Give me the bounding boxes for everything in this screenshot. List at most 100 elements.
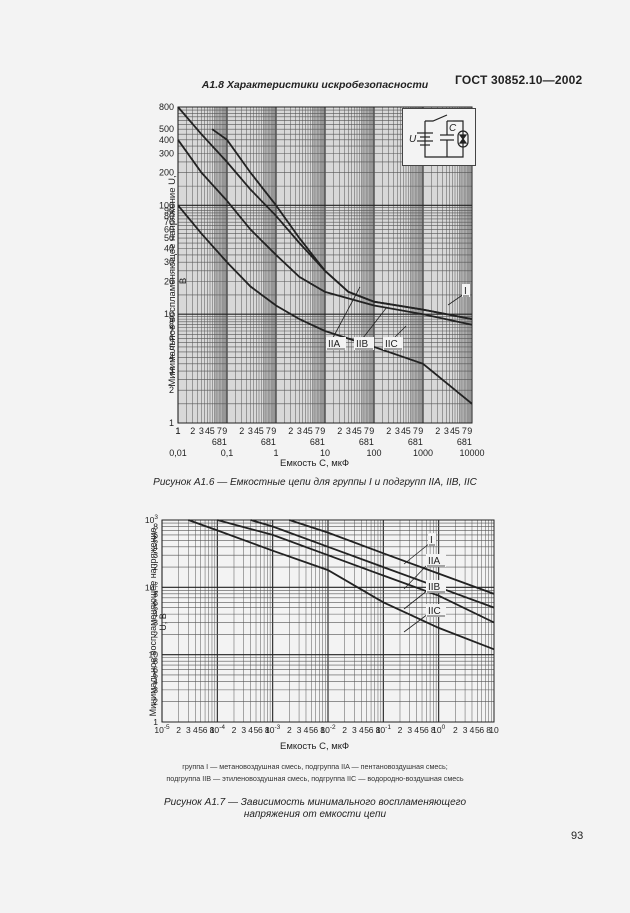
svg-text:5: 5 (309, 725, 314, 735)
svg-text:30: 30 (164, 257, 174, 267)
svg-text:2: 2 (190, 426, 195, 436)
svg-text:6: 6 (153, 530, 158, 540)
svg-text:7: 7 (364, 426, 369, 436)
svg-text:6: 6 (369, 725, 374, 735)
svg-text:9: 9 (320, 426, 325, 436)
svg-text:2: 2 (386, 426, 391, 436)
svg-text:80: 80 (164, 211, 174, 221)
svg-text:5: 5 (475, 725, 480, 735)
svg-text:5: 5 (198, 725, 203, 735)
curve-I (289, 519, 495, 595)
circuit-diagram-icon: U C (409, 114, 469, 158)
svg-text:7: 7 (462, 426, 467, 436)
svg-text:10: 10 (164, 309, 174, 319)
svg-text:3: 3 (407, 725, 412, 735)
svg-text:7: 7 (217, 426, 222, 436)
svg-text:2: 2 (176, 725, 181, 735)
svg-text:8: 8 (169, 320, 174, 330)
svg-text:8: 8 (486, 725, 491, 735)
svg-text:9: 9 (467, 426, 472, 436)
standard-number: ГОСТ 30852.10—2002 (455, 73, 583, 87)
svg-text:3: 3 (153, 550, 158, 560)
svg-text:5: 5 (259, 426, 264, 436)
svg-text:I: I (464, 286, 467, 297)
svg-text:5: 5 (364, 725, 369, 735)
svg-text:10-3: 10-3 (265, 724, 281, 735)
svg-text:IIB: IIB (356, 339, 369, 350)
figure-a17-caption-line1: Рисунок A1.7 — Зависимость минимального … (163, 797, 467, 808)
svg-text:4: 4 (193, 725, 198, 735)
svg-text:2: 2 (239, 426, 244, 436)
svg-text:8: 8 (153, 522, 158, 532)
curve-IIC (177, 204, 473, 405)
svg-text:3: 3 (241, 725, 246, 735)
svg-text:1: 1 (175, 426, 180, 436)
svg-text:8: 8 (320, 725, 325, 735)
svg-text:102: 102 (145, 581, 158, 592)
svg-text:6: 6 (203, 725, 208, 735)
svg-text:10-4: 10-4 (210, 724, 226, 735)
svg-text:8: 8 (153, 589, 158, 599)
circuit-inset: U C (402, 108, 476, 166)
svg-text:100: 100 (432, 724, 445, 735)
svg-text:3: 3 (463, 725, 468, 735)
svg-text:4: 4 (414, 725, 419, 735)
svg-text:8: 8 (265, 725, 270, 735)
page-number: 93 (571, 830, 584, 842)
svg-text:IIC: IIC (428, 606, 441, 617)
svg-text:2: 2 (435, 426, 440, 436)
svg-text:6: 6 (313, 725, 318, 735)
svg-text:100: 100 (159, 200, 174, 210)
curve-IIA (250, 519, 495, 609)
svg-text:3: 3 (297, 426, 302, 436)
svg-text:7: 7 (315, 426, 320, 436)
svg-text:10-1: 10-1 (376, 724, 392, 735)
svg-text:5: 5 (406, 426, 411, 436)
svg-text:6: 6 (479, 725, 484, 735)
svg-text:3: 3 (199, 426, 204, 436)
svg-text:4: 4 (169, 352, 174, 362)
svg-text:4: 4 (359, 725, 364, 735)
svg-text:5: 5 (254, 725, 259, 735)
svg-text:4: 4 (153, 542, 158, 552)
svg-text:7: 7 (266, 426, 271, 436)
svg-text:3: 3 (153, 618, 158, 628)
svg-text:200: 200 (159, 168, 174, 178)
svg-text:10: 10 (489, 725, 499, 735)
svg-text:7: 7 (413, 426, 418, 436)
svg-text:4: 4 (401, 426, 406, 436)
svg-text:10: 10 (320, 448, 330, 458)
svg-text:681: 681 (261, 437, 276, 447)
svg-text:2: 2 (453, 725, 458, 735)
svg-text:800: 800 (159, 102, 174, 112)
svg-text:I: I (430, 535, 433, 546)
svg-text:681: 681 (359, 437, 374, 447)
curve-IIC (188, 519, 495, 651)
svg-text:103: 103 (145, 514, 158, 525)
svg-text:60: 60 (164, 224, 174, 234)
svg-text:2: 2 (342, 725, 347, 735)
svg-text:4: 4 (248, 725, 253, 735)
svg-text:3: 3 (153, 685, 158, 695)
svg-text:6: 6 (258, 725, 263, 735)
svg-text:50: 50 (164, 233, 174, 243)
svg-text:9: 9 (418, 426, 423, 436)
svg-text:9: 9 (169, 314, 174, 324)
svg-text:3: 3 (169, 366, 174, 376)
svg-text:5: 5 (455, 426, 460, 436)
curve-IIB (177, 139, 473, 326)
svg-text:681: 681 (310, 437, 325, 447)
svg-text:2: 2 (153, 562, 158, 572)
svg-text:1: 1 (153, 717, 158, 727)
legend-line-2: подгруппа IIB — этиленовоздушная смесь, … (166, 774, 464, 783)
svg-text:3: 3 (297, 725, 302, 735)
svg-text:300: 300 (159, 148, 174, 158)
x-axis-label-a16: Емкость C, мкФ (280, 458, 350, 469)
svg-text:4: 4 (153, 609, 158, 619)
svg-text:5: 5 (153, 603, 158, 613)
svg-text:20: 20 (164, 276, 174, 286)
svg-text:10-2: 10-2 (320, 724, 336, 735)
svg-text:70: 70 (164, 217, 174, 227)
svg-text:1: 1 (175, 426, 180, 436)
svg-text:8: 8 (210, 725, 215, 735)
